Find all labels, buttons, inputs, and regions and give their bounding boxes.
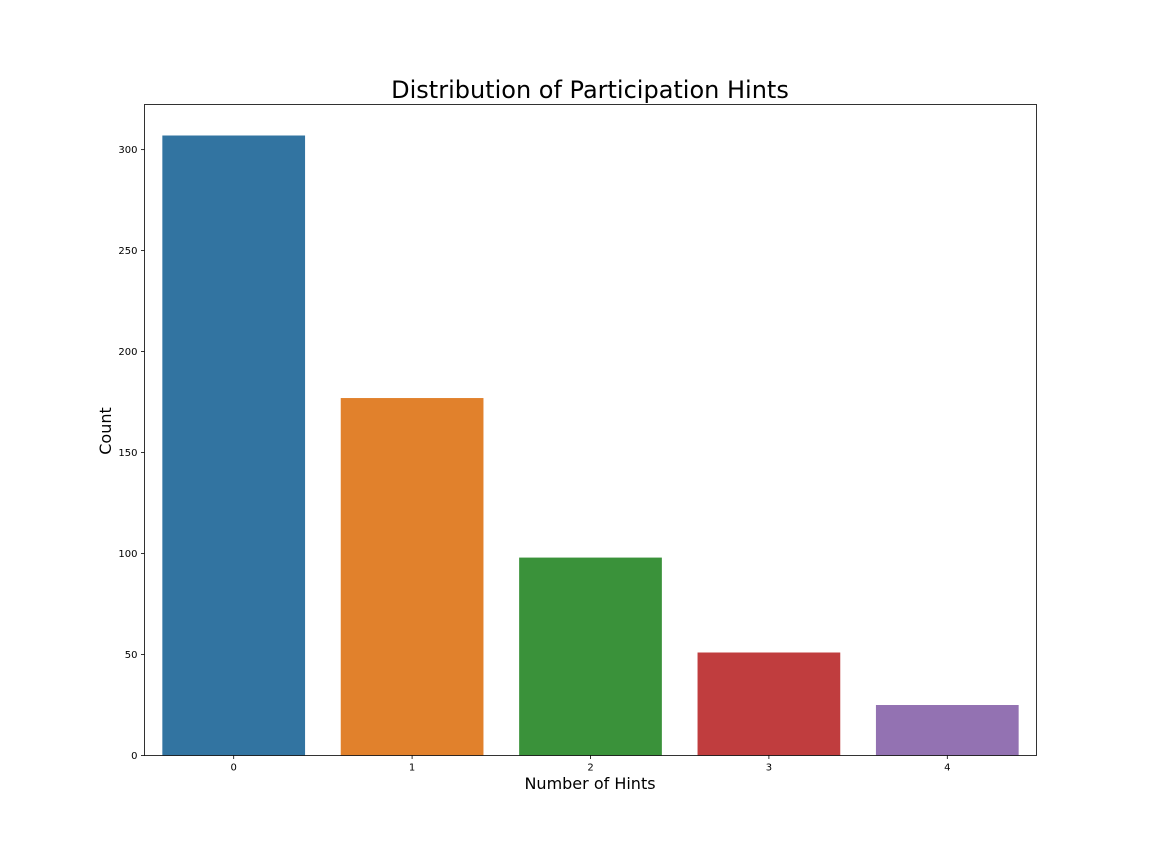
bar-1 xyxy=(340,398,484,756)
bar-0 xyxy=(162,135,306,756)
chart-title: Distribution of Participation Hints xyxy=(391,76,789,104)
x-tick-label: 2 xyxy=(587,763,593,774)
x-axis-label: Number of Hints xyxy=(524,774,655,793)
x-tick-label: 0 xyxy=(231,763,237,774)
plot-frame xyxy=(144,104,1037,756)
bar-4 xyxy=(875,705,1019,756)
y-tick-label: 250 xyxy=(118,246,137,257)
y-tick-label: 200 xyxy=(118,347,137,358)
y-axis-label: Count xyxy=(96,407,115,455)
y-tick-label: 300 xyxy=(118,145,137,156)
y-tick-label: 150 xyxy=(118,448,137,459)
y-axis-ticks: 0 50 100 150 200 250 300 xyxy=(118,145,145,762)
bars-layer xyxy=(162,135,1019,756)
bar-3 xyxy=(697,652,841,756)
bar-2 xyxy=(519,557,662,756)
y-tick-label: 100 xyxy=(118,549,137,560)
y-tick-label: 0 xyxy=(131,751,137,762)
x-axis-ticks: 0 1 2 3 4 xyxy=(231,755,950,774)
x-tick-label: 1 xyxy=(409,763,415,774)
x-tick-label: 3 xyxy=(766,763,772,774)
y-tick-label: 50 xyxy=(125,650,138,661)
x-tick-label: 4 xyxy=(944,763,950,774)
